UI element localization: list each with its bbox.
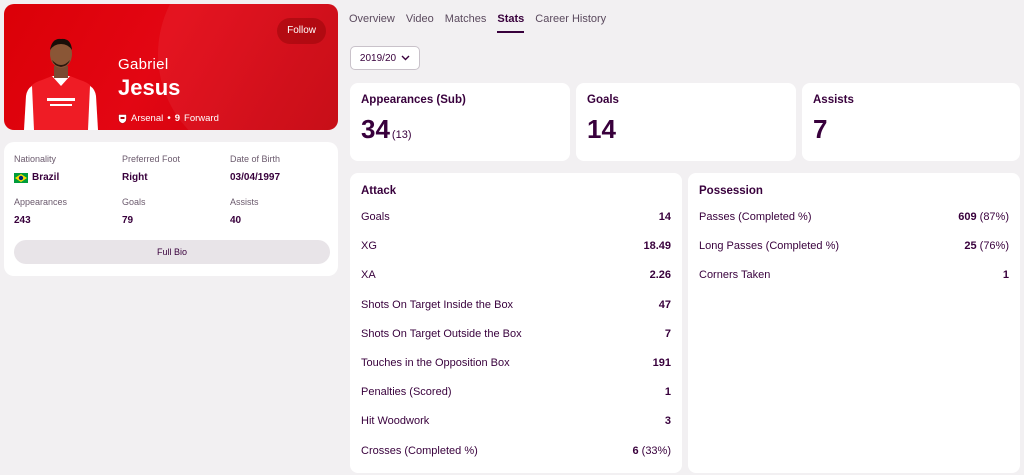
club-position-line: Arsenal • 9 Forward (118, 113, 219, 124)
stat-label: Corners Taken (699, 269, 771, 281)
stat-label: Shots On Target Outside the Box (361, 328, 522, 340)
career-appearances-cell: Appearances 243 (14, 197, 67, 226)
season-value: 2019/20 (359, 52, 397, 64)
player-first-name: Gabriel (118, 56, 169, 73)
attack-title: Attack (361, 185, 397, 197)
sub-appearances-value: (13) (391, 129, 412, 141)
tab-video[interactable]: Video (405, 13, 434, 25)
stat-row: XG 18.49 (361, 240, 671, 252)
possession-panel: Possession Passes (Completed %) 609 (87%)… (688, 173, 1020, 473)
stat-value: 1 (664, 386, 671, 398)
career-assists-label: Assists (230, 197, 259, 207)
assists-value: 7 (813, 114, 828, 144)
stat-value: 191 (652, 357, 671, 369)
career-goals-value: 79 (122, 215, 134, 226)
career-appearances-label: Appearances (14, 197, 68, 207)
stat-value: 609 (958, 211, 977, 223)
stat-percent: (33%) (641, 445, 671, 457)
tab-matches[interactable]: Matches (444, 13, 487, 25)
stat-row: Goals 14 (361, 211, 671, 223)
career-assists-value: 40 (230, 215, 242, 226)
separator-dot: • (167, 113, 171, 124)
stat-value: 25 (964, 240, 977, 252)
stat-label: XG (361, 240, 377, 252)
chevron-down-icon (401, 55, 410, 61)
nationality-cell: Nationality Brazil (14, 154, 59, 183)
appearances-value: 34 (361, 114, 390, 144)
date-of-birth-value: 03/04/1997 (230, 172, 281, 183)
player-last-name: Jesus (118, 75, 181, 100)
stat-row: Hit Woodwork 3 (361, 415, 671, 427)
goals-label: Goals (587, 94, 619, 106)
stat-row: Passes (Completed %) 609 (87%) (699, 211, 1009, 223)
player-position: Forward (184, 113, 219, 124)
goals-card: Goals 14 (576, 83, 796, 161)
date-of-birth-label: Date of Birth (230, 154, 281, 164)
stat-label: Crosses (Completed %) (361, 445, 478, 457)
club-crest-icon (118, 113, 127, 124)
assists-label: Assists (813, 94, 854, 106)
club-name: Arsenal (131, 113, 164, 124)
stat-value: 18.49 (643, 240, 671, 252)
goals-value: 14 (587, 114, 616, 144)
date-of-birth-cell: Date of Birth 03/04/1997 (230, 154, 280, 183)
stat-label: Shots On Target Inside the Box (361, 299, 514, 311)
appearances-card: Appearances (Sub) 34 (13) (350, 83, 570, 161)
stat-value: 3 (664, 415, 671, 427)
preferred-foot-value: Right (122, 172, 148, 183)
stat-percent: (76%) (979, 240, 1009, 252)
stat-value: 7 (664, 328, 671, 340)
stat-value: 1 (1002, 269, 1009, 281)
tab-stats[interactable]: Stats (497, 13, 525, 33)
stat-label: Goals (361, 211, 390, 223)
stat-value: 6 (632, 445, 639, 457)
stat-label: Long Passes (Completed %) (699, 240, 840, 252)
attack-panel: Attack Goals 14 XG 18.49 XA 2.26 Shots On T… (350, 173, 682, 473)
brazil-flag-icon (14, 172, 28, 183)
profile-tabs: Overview Video Matches Stats Career Hist… (349, 13, 606, 33)
follow-button[interactable]: Follow (277, 18, 326, 44)
stat-value: 47 (658, 299, 671, 311)
stat-row: Shots On Target Outside the Box 7 (361, 328, 671, 340)
shirt-number: 9 (174, 113, 181, 124)
stat-row: Crosses (Completed %) 6 (33%) (361, 445, 671, 457)
career-appearances-value: 243 (14, 215, 31, 226)
stat-label: XA (361, 269, 376, 281)
stat-label: Touches in the Opposition Box (361, 357, 510, 369)
appearances-label: Appearances (Sub) (361, 94, 466, 106)
stat-label: Passes (Completed %) (699, 211, 812, 223)
stat-row: Touches in the Opposition Box 191 (361, 357, 671, 369)
season-dropdown[interactable]: 2019/20 (350, 46, 420, 70)
tab-overview[interactable]: Overview (349, 13, 395, 25)
preferred-foot-cell: Preferred Foot Right (122, 154, 180, 183)
stat-value: 14 (658, 211, 671, 223)
nationality-value: Brazil (32, 172, 60, 183)
nationality-label: Nationality (14, 154, 57, 164)
assists-card: Assists 7 (802, 83, 1020, 161)
preferred-foot-label: Preferred Foot (122, 154, 181, 164)
player-hero-card: Follow Gabriel Jesus Arsenal • 9 Forward (4, 4, 338, 130)
possession-title: Possession (699, 185, 763, 197)
career-assists-cell: Assists 40 (230, 197, 259, 226)
stat-label: Penalties (Scored) (361, 386, 452, 398)
stat-value: 2.26 (649, 269, 671, 281)
player-photo (24, 38, 98, 130)
stat-row: Corners Taken 1 (699, 269, 1009, 281)
career-goals-cell: Goals 79 (122, 197, 146, 226)
player-bio-card: Nationality Brazil Preferred Foot Right … (4, 142, 338, 276)
tab-career-history[interactable]: Career History (535, 13, 607, 25)
career-goals-label: Goals (122, 197, 146, 207)
stat-percent: (87%) (979, 211, 1009, 223)
full-bio-button[interactable]: Full Bio (14, 240, 330, 264)
stat-label: Hit Woodwork (361, 415, 430, 427)
stat-row: Penalties (Scored) 1 (361, 386, 671, 398)
stat-row: Long Passes (Completed %) 25 (76%) (699, 240, 1009, 252)
stat-row: XA 2.26 (361, 269, 671, 281)
stat-row: Shots On Target Inside the Box 47 (361, 299, 671, 311)
